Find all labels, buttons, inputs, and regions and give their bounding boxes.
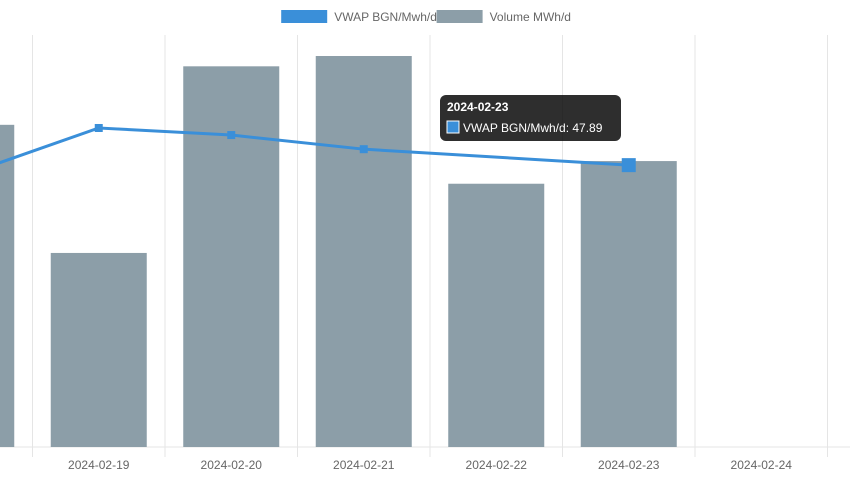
legend-swatch[interactable] — [436, 10, 483, 23]
x-tick-label: 2024-02-23 — [598, 458, 660, 472]
volume-bars — [0, 56, 677, 448]
volume-bar[interactable] — [50, 252, 147, 447]
x-tick-label: 2024-02-24 — [731, 458, 793, 472]
vwap-point[interactable] — [227, 131, 236, 140]
tooltip-swatch — [446, 120, 460, 134]
volume-bar[interactable] — [315, 56, 412, 448]
legend: VWAP BGN/Mwh/d Volume MWh/d — [281, 10, 571, 24]
tooltip: 2024-02-23 VWAP BGN/Mwh/d: 47.89 — [440, 95, 621, 141]
x-tick-label: 2024-02-22 — [466, 458, 528, 472]
legend-label[interactable]: Volume MWh/d — [490, 10, 571, 24]
legend-swatch[interactable] — [281, 10, 328, 23]
volume-bar[interactable] — [580, 161, 677, 447]
vwap-line-series — [0, 123, 636, 173]
volume-bar[interactable] — [183, 66, 280, 447]
legend-label[interactable]: VWAP BGN/Mwh/d — [334, 10, 437, 24]
vwap-point[interactable] — [359, 145, 368, 154]
x-tick-label: 2024-02-19 — [68, 458, 130, 472]
x-tick-label: 2024-02-21 — [333, 458, 395, 472]
volume-bar[interactable] — [448, 183, 545, 447]
x-axis: 2024-02-19 2024-02-20 2024-02-21 2024-02-22… — [68, 458, 792, 472]
tooltip-label: VWAP BGN/Mwh/d: 47.89 — [463, 121, 603, 135]
tooltip-title: 2024-02-23 — [447, 100, 509, 114]
tooltip-box — [440, 95, 621, 141]
vwap-point[interactable] — [621, 158, 636, 173]
vwap-point[interactable] — [94, 123, 103, 132]
x-tick-label: 2024-02-20 — [201, 458, 263, 472]
volume-bar[interactable] — [0, 124, 15, 447]
